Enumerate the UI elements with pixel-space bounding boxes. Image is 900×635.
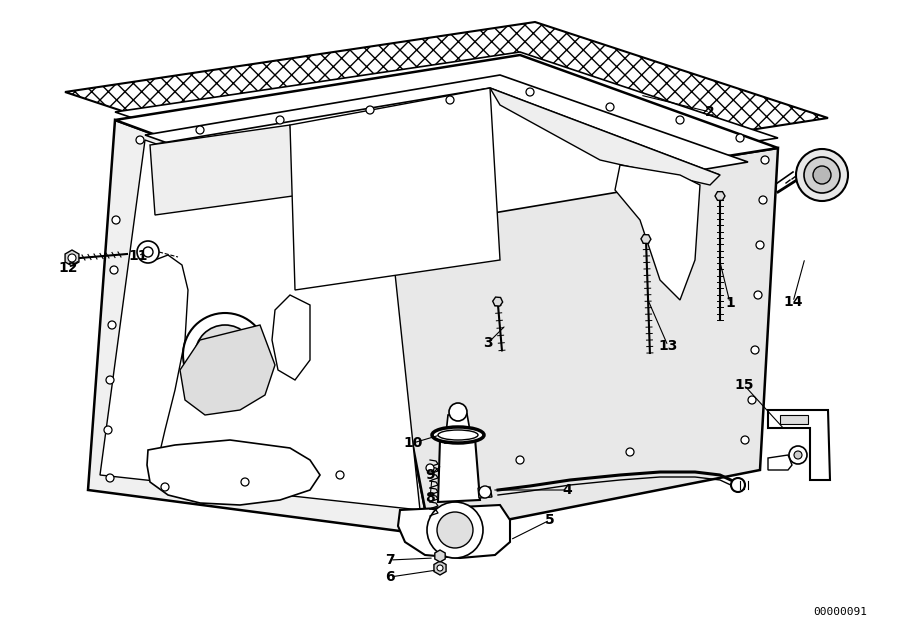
- Polygon shape: [115, 55, 778, 213]
- Text: 13: 13: [658, 339, 678, 353]
- Polygon shape: [88, 120, 430, 535]
- Polygon shape: [768, 455, 792, 470]
- Polygon shape: [65, 22, 828, 190]
- Text: 15: 15: [734, 378, 754, 392]
- Circle shape: [106, 376, 114, 384]
- Circle shape: [449, 403, 467, 421]
- Polygon shape: [435, 550, 446, 562]
- Circle shape: [516, 456, 524, 464]
- Polygon shape: [145, 75, 748, 222]
- Circle shape: [813, 166, 831, 184]
- Polygon shape: [398, 505, 510, 558]
- Polygon shape: [150, 125, 300, 215]
- Circle shape: [804, 157, 840, 193]
- Circle shape: [794, 451, 802, 459]
- Circle shape: [110, 266, 118, 274]
- Text: 3: 3: [483, 336, 493, 350]
- Polygon shape: [100, 140, 420, 510]
- Polygon shape: [641, 234, 651, 243]
- Text: 2: 2: [705, 105, 715, 119]
- Circle shape: [748, 396, 756, 404]
- Ellipse shape: [438, 430, 478, 440]
- Text: 1: 1: [725, 296, 735, 310]
- Circle shape: [446, 96, 454, 104]
- Circle shape: [437, 512, 473, 548]
- Polygon shape: [65, 250, 79, 266]
- Circle shape: [626, 448, 634, 456]
- Polygon shape: [615, 165, 700, 300]
- Circle shape: [789, 446, 807, 464]
- Circle shape: [143, 247, 153, 257]
- Polygon shape: [490, 88, 720, 185]
- Circle shape: [761, 156, 769, 164]
- Polygon shape: [180, 325, 275, 415]
- Polygon shape: [768, 410, 830, 480]
- Polygon shape: [492, 297, 503, 306]
- Polygon shape: [368, 148, 778, 535]
- Polygon shape: [290, 88, 500, 290]
- Circle shape: [104, 426, 112, 434]
- Text: 10: 10: [403, 436, 423, 450]
- Circle shape: [731, 478, 745, 492]
- Text: 12: 12: [58, 261, 77, 275]
- Circle shape: [427, 502, 483, 558]
- Circle shape: [210, 340, 240, 370]
- Circle shape: [437, 565, 443, 571]
- Circle shape: [366, 106, 374, 114]
- Circle shape: [796, 149, 848, 201]
- Circle shape: [736, 134, 744, 142]
- Polygon shape: [150, 88, 720, 232]
- Polygon shape: [272, 295, 310, 380]
- Text: 6: 6: [385, 570, 395, 584]
- Polygon shape: [780, 415, 808, 424]
- Circle shape: [108, 321, 116, 329]
- Polygon shape: [478, 487, 492, 498]
- Circle shape: [106, 474, 114, 482]
- Circle shape: [606, 103, 614, 111]
- Text: 00000091: 00000091: [813, 607, 867, 617]
- Polygon shape: [147, 440, 320, 505]
- Text: 11: 11: [128, 249, 148, 263]
- Circle shape: [137, 241, 159, 263]
- Circle shape: [426, 464, 434, 472]
- Circle shape: [751, 346, 759, 354]
- Circle shape: [336, 471, 344, 479]
- Circle shape: [196, 126, 204, 134]
- Text: 8: 8: [425, 491, 435, 505]
- Circle shape: [220, 350, 230, 360]
- Text: 7: 7: [385, 553, 395, 567]
- Circle shape: [754, 291, 762, 299]
- Circle shape: [68, 254, 76, 262]
- Circle shape: [479, 486, 491, 498]
- Polygon shape: [715, 192, 725, 200]
- Polygon shape: [438, 438, 480, 502]
- Polygon shape: [445, 414, 472, 443]
- Circle shape: [161, 483, 169, 491]
- Circle shape: [759, 196, 767, 204]
- Text: 9: 9: [425, 468, 435, 482]
- Ellipse shape: [432, 427, 484, 443]
- Text: 5: 5: [545, 513, 555, 527]
- Circle shape: [183, 313, 267, 397]
- Polygon shape: [434, 561, 446, 575]
- Circle shape: [112, 216, 120, 224]
- Circle shape: [526, 88, 534, 96]
- Circle shape: [241, 478, 249, 486]
- Circle shape: [136, 136, 144, 144]
- Polygon shape: [115, 52, 778, 198]
- Circle shape: [756, 241, 764, 249]
- Circle shape: [676, 116, 684, 124]
- Text: 4: 4: [562, 483, 572, 497]
- Circle shape: [741, 436, 749, 444]
- Circle shape: [195, 325, 255, 385]
- Circle shape: [276, 116, 284, 124]
- Text: 14: 14: [783, 295, 803, 309]
